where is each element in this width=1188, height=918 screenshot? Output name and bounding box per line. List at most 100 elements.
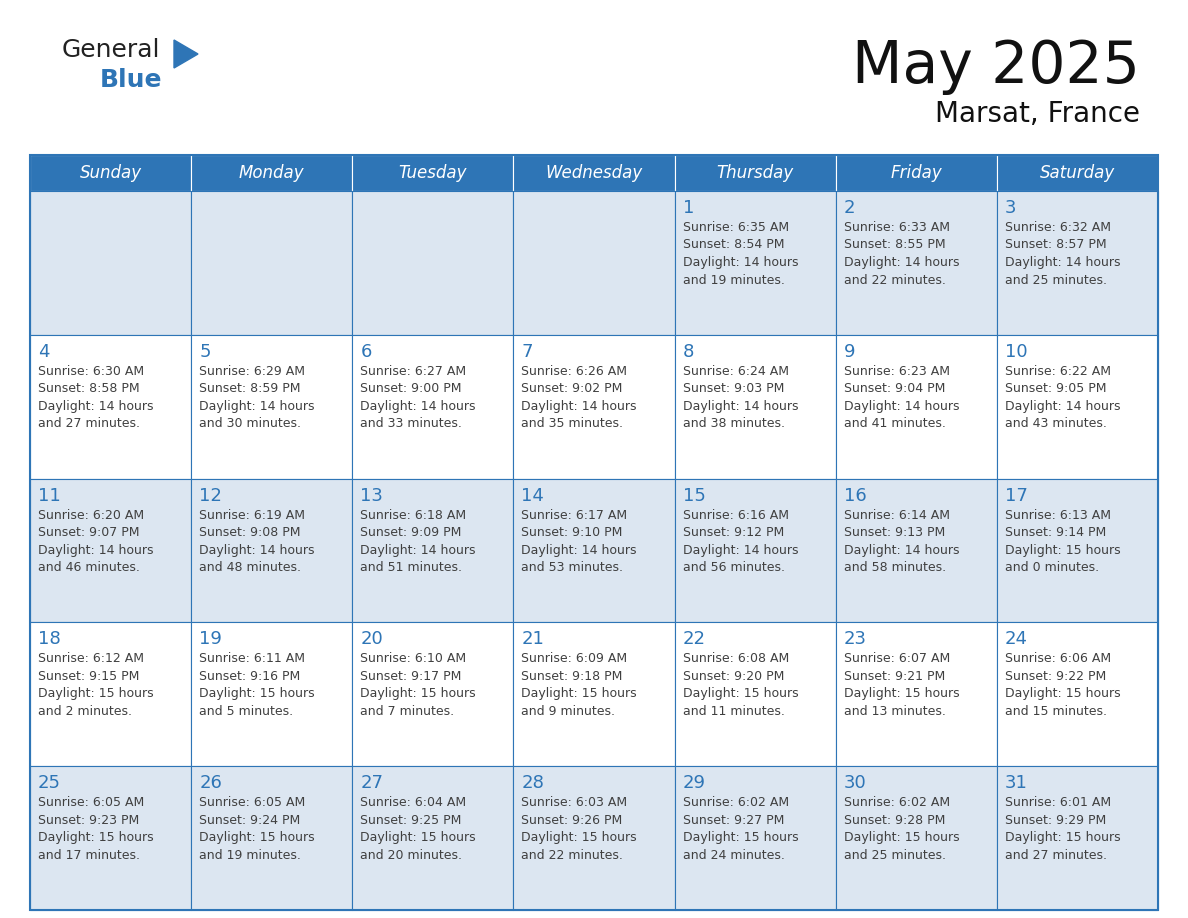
Text: 29: 29	[683, 774, 706, 792]
Text: 19: 19	[200, 631, 222, 648]
Text: May 2025: May 2025	[852, 38, 1140, 95]
Bar	[997, 767, 1158, 910]
Text: 24: 24	[1005, 631, 1028, 648]
Text: 1: 1	[683, 199, 694, 217]
Text: Wednesday: Wednesday	[545, 164, 643, 182]
Bar	[513, 478, 675, 622]
Text: Sunrise: 6:24 AM
Sunset: 9:03 PM
Daylight: 14 hours
and 38 minutes.: Sunrise: 6:24 AM Sunset: 9:03 PM Dayligh…	[683, 364, 798, 431]
Text: Sunrise: 6:20 AM
Sunset: 9:07 PM
Daylight: 14 hours
and 46 minutes.: Sunrise: 6:20 AM Sunset: 9:07 PM Dayligh…	[38, 509, 153, 574]
Bar	[353, 478, 513, 622]
Text: Sunrise: 6:27 AM
Sunset: 9:00 PM
Daylight: 14 hours
and 33 minutes.: Sunrise: 6:27 AM Sunset: 9:00 PM Dayligh…	[360, 364, 475, 431]
Text: 25: 25	[38, 774, 61, 792]
Text: Sunrise: 6:35 AM
Sunset: 8:54 PM
Daylight: 14 hours
and 19 minutes.: Sunrise: 6:35 AM Sunset: 8:54 PM Dayligh…	[683, 221, 798, 286]
Text: 13: 13	[360, 487, 384, 505]
Text: Sunrise: 6:16 AM
Sunset: 9:12 PM
Daylight: 14 hours
and 56 minutes.: Sunrise: 6:16 AM Sunset: 9:12 PM Dayligh…	[683, 509, 798, 574]
Bar	[835, 478, 997, 622]
Bar	[353, 767, 513, 910]
Bar	[835, 622, 997, 767]
Text: 7: 7	[522, 342, 533, 361]
Text: 16: 16	[843, 487, 866, 505]
Bar	[353, 335, 513, 478]
Text: Sunrise: 6:13 AM
Sunset: 9:14 PM
Daylight: 15 hours
and 0 minutes.: Sunrise: 6:13 AM Sunset: 9:14 PM Dayligh…	[1005, 509, 1120, 574]
Text: Monday: Monday	[239, 164, 304, 182]
Bar	[675, 478, 835, 622]
Text: Sunrise: 6:30 AM
Sunset: 8:58 PM
Daylight: 14 hours
and 27 minutes.: Sunrise: 6:30 AM Sunset: 8:58 PM Dayligh…	[38, 364, 153, 431]
Text: 23: 23	[843, 631, 867, 648]
Text: 21: 21	[522, 631, 544, 648]
Bar	[835, 155, 997, 191]
Text: Thursday: Thursday	[716, 164, 794, 182]
Text: Tuesday: Tuesday	[399, 164, 467, 182]
Bar	[191, 191, 353, 335]
Bar	[513, 335, 675, 478]
Text: 11: 11	[38, 487, 61, 505]
Bar	[997, 155, 1158, 191]
Text: Sunrise: 6:18 AM
Sunset: 9:09 PM
Daylight: 14 hours
and 51 minutes.: Sunrise: 6:18 AM Sunset: 9:09 PM Dayligh…	[360, 509, 475, 574]
Text: Sunrise: 6:06 AM
Sunset: 9:22 PM
Daylight: 15 hours
and 15 minutes.: Sunrise: 6:06 AM Sunset: 9:22 PM Dayligh…	[1005, 653, 1120, 718]
Text: Sunrise: 6:08 AM
Sunset: 9:20 PM
Daylight: 15 hours
and 11 minutes.: Sunrise: 6:08 AM Sunset: 9:20 PM Dayligh…	[683, 653, 798, 718]
Text: 26: 26	[200, 774, 222, 792]
Text: 27: 27	[360, 774, 384, 792]
Text: Sunrise: 6:04 AM
Sunset: 9:25 PM
Daylight: 15 hours
and 20 minutes.: Sunrise: 6:04 AM Sunset: 9:25 PM Dayligh…	[360, 796, 476, 862]
Text: Sunrise: 6:02 AM
Sunset: 9:28 PM
Daylight: 15 hours
and 25 minutes.: Sunrise: 6:02 AM Sunset: 9:28 PM Dayligh…	[843, 796, 960, 862]
Bar	[30, 155, 1158, 910]
Text: Sunrise: 6:23 AM
Sunset: 9:04 PM
Daylight: 14 hours
and 41 minutes.: Sunrise: 6:23 AM Sunset: 9:04 PM Dayligh…	[843, 364, 959, 431]
Text: Sunrise: 6:07 AM
Sunset: 9:21 PM
Daylight: 15 hours
and 13 minutes.: Sunrise: 6:07 AM Sunset: 9:21 PM Dayligh…	[843, 653, 960, 718]
Text: Sunrise: 6:01 AM
Sunset: 9:29 PM
Daylight: 15 hours
and 27 minutes.: Sunrise: 6:01 AM Sunset: 9:29 PM Dayligh…	[1005, 796, 1120, 862]
Bar	[675, 335, 835, 478]
Bar	[30, 478, 191, 622]
Bar	[513, 622, 675, 767]
Bar	[513, 155, 675, 191]
Text: Sunrise: 6:26 AM
Sunset: 9:02 PM
Daylight: 14 hours
and 35 minutes.: Sunrise: 6:26 AM Sunset: 9:02 PM Dayligh…	[522, 364, 637, 431]
Text: 14: 14	[522, 487, 544, 505]
Text: 6: 6	[360, 342, 372, 361]
Text: 18: 18	[38, 631, 61, 648]
Bar	[191, 478, 353, 622]
Text: Blue: Blue	[100, 68, 163, 92]
Text: 8: 8	[683, 342, 694, 361]
Text: 3: 3	[1005, 199, 1017, 217]
Bar	[353, 191, 513, 335]
Text: Sunday: Sunday	[80, 164, 141, 182]
Bar	[997, 335, 1158, 478]
Bar	[30, 622, 191, 767]
Text: Sunrise: 6:10 AM
Sunset: 9:17 PM
Daylight: 15 hours
and 7 minutes.: Sunrise: 6:10 AM Sunset: 9:17 PM Dayligh…	[360, 653, 476, 718]
Bar	[675, 767, 835, 910]
Text: Sunrise: 6:29 AM
Sunset: 8:59 PM
Daylight: 14 hours
and 30 minutes.: Sunrise: 6:29 AM Sunset: 8:59 PM Dayligh…	[200, 364, 315, 431]
Text: 31: 31	[1005, 774, 1028, 792]
Polygon shape	[173, 40, 198, 68]
Text: Friday: Friday	[891, 164, 942, 182]
Text: Sunrise: 6:02 AM
Sunset: 9:27 PM
Daylight: 15 hours
and 24 minutes.: Sunrise: 6:02 AM Sunset: 9:27 PM Dayligh…	[683, 796, 798, 862]
Text: 12: 12	[200, 487, 222, 505]
Bar	[513, 191, 675, 335]
Bar	[191, 155, 353, 191]
Bar	[835, 191, 997, 335]
Text: 9: 9	[843, 342, 855, 361]
Text: Sunrise: 6:05 AM
Sunset: 9:24 PM
Daylight: 15 hours
and 19 minutes.: Sunrise: 6:05 AM Sunset: 9:24 PM Dayligh…	[200, 796, 315, 862]
Bar	[675, 622, 835, 767]
Text: Sunrise: 6:33 AM
Sunset: 8:55 PM
Daylight: 14 hours
and 22 minutes.: Sunrise: 6:33 AM Sunset: 8:55 PM Dayligh…	[843, 221, 959, 286]
Bar	[30, 155, 191, 191]
Text: Marsat, France: Marsat, France	[935, 100, 1140, 128]
Bar	[835, 767, 997, 910]
Bar	[191, 767, 353, 910]
Text: 5: 5	[200, 342, 210, 361]
Bar	[997, 478, 1158, 622]
Text: 20: 20	[360, 631, 383, 648]
Bar	[513, 767, 675, 910]
Text: 28: 28	[522, 774, 544, 792]
Text: Sunrise: 6:03 AM
Sunset: 9:26 PM
Daylight: 15 hours
and 22 minutes.: Sunrise: 6:03 AM Sunset: 9:26 PM Dayligh…	[522, 796, 637, 862]
Bar	[997, 191, 1158, 335]
Bar	[30, 767, 191, 910]
Text: Sunrise: 6:09 AM
Sunset: 9:18 PM
Daylight: 15 hours
and 9 minutes.: Sunrise: 6:09 AM Sunset: 9:18 PM Dayligh…	[522, 653, 637, 718]
Text: Sunrise: 6:05 AM
Sunset: 9:23 PM
Daylight: 15 hours
and 17 minutes.: Sunrise: 6:05 AM Sunset: 9:23 PM Dayligh…	[38, 796, 153, 862]
Bar	[675, 191, 835, 335]
Bar	[675, 155, 835, 191]
Text: Sunrise: 6:12 AM
Sunset: 9:15 PM
Daylight: 15 hours
and 2 minutes.: Sunrise: 6:12 AM Sunset: 9:15 PM Dayligh…	[38, 653, 153, 718]
Text: 22: 22	[683, 631, 706, 648]
Text: Sunrise: 6:14 AM
Sunset: 9:13 PM
Daylight: 14 hours
and 58 minutes.: Sunrise: 6:14 AM Sunset: 9:13 PM Dayligh…	[843, 509, 959, 574]
Text: 15: 15	[683, 487, 706, 505]
Text: General: General	[62, 38, 160, 62]
Text: Sunrise: 6:22 AM
Sunset: 9:05 PM
Daylight: 14 hours
and 43 minutes.: Sunrise: 6:22 AM Sunset: 9:05 PM Dayligh…	[1005, 364, 1120, 431]
Bar	[191, 335, 353, 478]
